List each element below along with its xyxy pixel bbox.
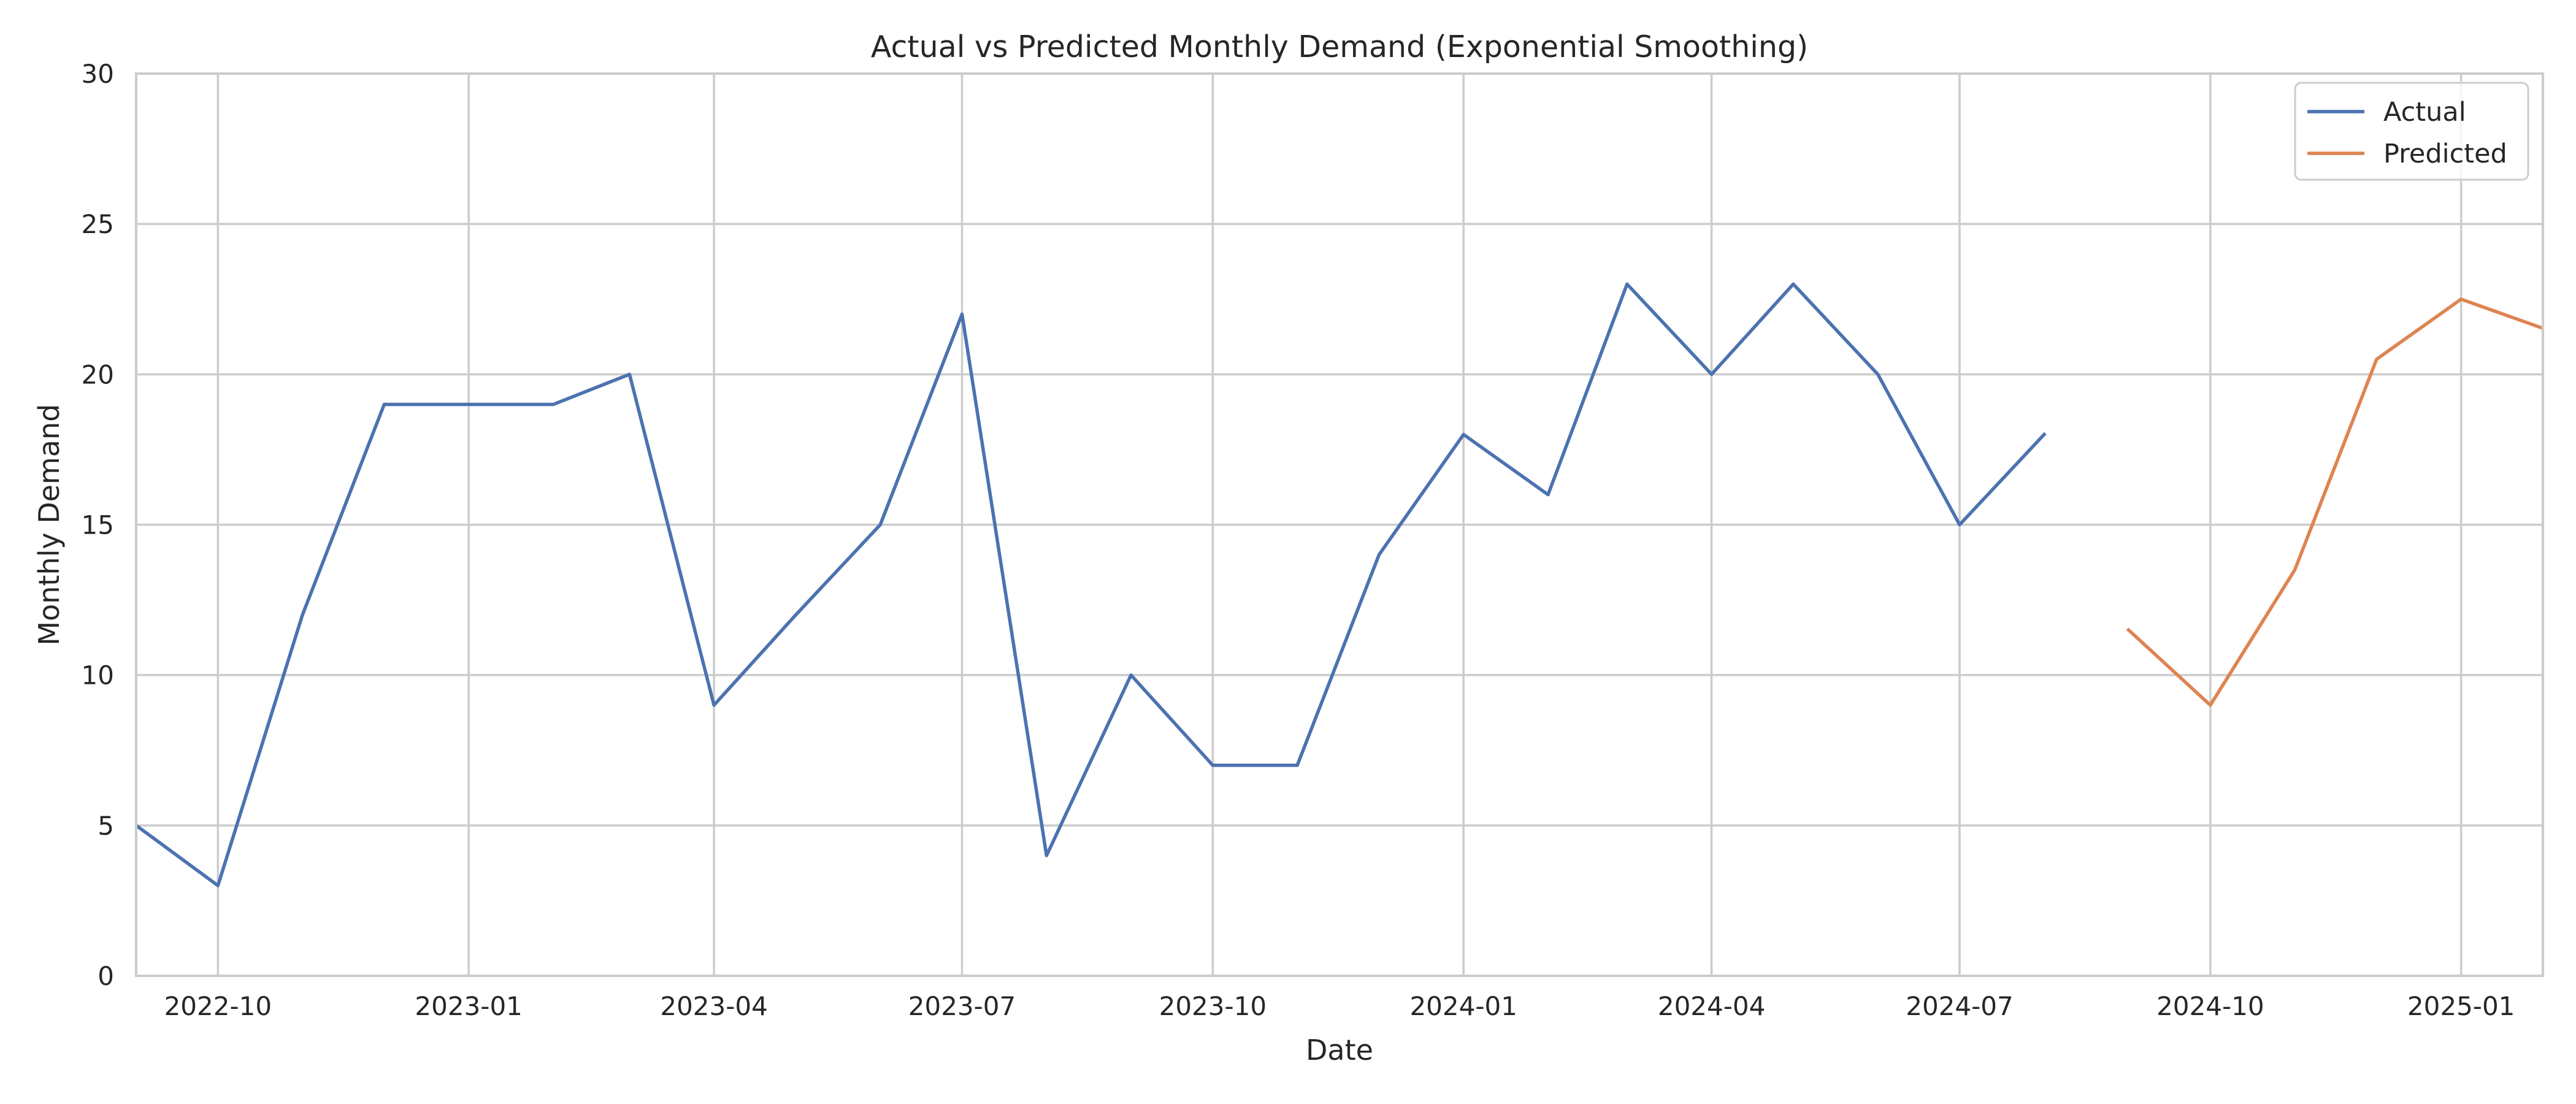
chart-title: Actual vs Predicted Monthly Demand (Expo… bbox=[871, 29, 1808, 64]
y-tick-label: 0 bbox=[98, 961, 114, 991]
data-point-actual bbox=[301, 613, 304, 617]
data-point-predicted bbox=[2293, 568, 2297, 572]
series-line-predicted bbox=[2126, 297, 2543, 707]
data-point-actual bbox=[1710, 372, 1714, 376]
y-tick-label: 25 bbox=[82, 209, 114, 239]
y-tick-label: 10 bbox=[82, 661, 114, 691]
x-axis-label: Date bbox=[1306, 1033, 1373, 1067]
series-line-actual bbox=[136, 282, 2047, 887]
data-point-actual bbox=[2042, 432, 2046, 436]
x-tick-label: 2025-01 bbox=[2407, 991, 2515, 1021]
data-point-actual bbox=[1377, 553, 1381, 556]
data-point-actual bbox=[216, 884, 220, 887]
data-point-actual bbox=[1045, 854, 1048, 857]
x-tick-label: 2024-10 bbox=[2156, 991, 2264, 1021]
data-point-actual bbox=[1958, 523, 1961, 526]
data-point-actual bbox=[551, 402, 555, 406]
x-tick-label: 2024-07 bbox=[1906, 991, 2014, 1021]
y-axis-label: Monthly Demand bbox=[33, 404, 66, 646]
data-point-actual bbox=[1462, 432, 1465, 436]
data-point-actual bbox=[1792, 282, 1795, 286]
x-axis-ticks: 2022-10 2023-01 2023-04 2023-07 2023-10 2024-… bbox=[164, 991, 2515, 1021]
y-tick-label: 5 bbox=[98, 811, 114, 841]
data-point-actual bbox=[1129, 673, 1133, 677]
data-point-predicted bbox=[2459, 297, 2463, 301]
y-axis-ticks: 0 5 10 15 20 25 30 bbox=[82, 59, 114, 991]
data-point-actual bbox=[1876, 372, 1880, 376]
data-point-predicted bbox=[2127, 628, 2130, 632]
data-point-actual bbox=[467, 402, 470, 406]
data-point-actual bbox=[712, 703, 716, 707]
x-tick-label: 2024-01 bbox=[1409, 991, 1517, 1021]
y-tick-label: 20 bbox=[82, 359, 114, 389]
legend-frame bbox=[2294, 82, 2529, 181]
data-point-actual bbox=[1295, 764, 1299, 767]
data-point-predicted bbox=[2375, 358, 2379, 361]
x-tick-label: 2024-04 bbox=[1658, 991, 1766, 1021]
series-group bbox=[136, 282, 2547, 887]
data-point-actual bbox=[1546, 493, 1550, 496]
y-tick-label: 15 bbox=[82, 510, 114, 540]
data-point-actual bbox=[1625, 282, 1629, 286]
y-tick-label: 30 bbox=[82, 59, 114, 89]
data-point-actual bbox=[878, 523, 882, 526]
x-tick-label: 2023-10 bbox=[1159, 991, 1267, 1021]
data-point-actual bbox=[382, 402, 386, 406]
legend-label-predicted: Predicted bbox=[2383, 139, 2507, 169]
data-point-actual bbox=[1211, 764, 1214, 767]
data-point-predicted bbox=[2544, 328, 2547, 331]
data-point-actual bbox=[794, 613, 797, 617]
grid bbox=[136, 72, 2543, 977]
legend-label-actual: Actual bbox=[2383, 97, 2466, 128]
x-tick-label: 2023-04 bbox=[660, 991, 768, 1021]
data-point-actual bbox=[960, 312, 964, 316]
legend: Actual Predicted bbox=[2294, 82, 2529, 181]
plot-frame bbox=[135, 72, 2544, 977]
data-point-actual bbox=[627, 372, 631, 376]
data-point-predicted bbox=[2209, 703, 2212, 707]
x-tick-label: 2023-01 bbox=[415, 991, 523, 1021]
x-tick-label: 2023-07 bbox=[908, 991, 1016, 1021]
x-tick-label: 2022-10 bbox=[164, 991, 272, 1021]
